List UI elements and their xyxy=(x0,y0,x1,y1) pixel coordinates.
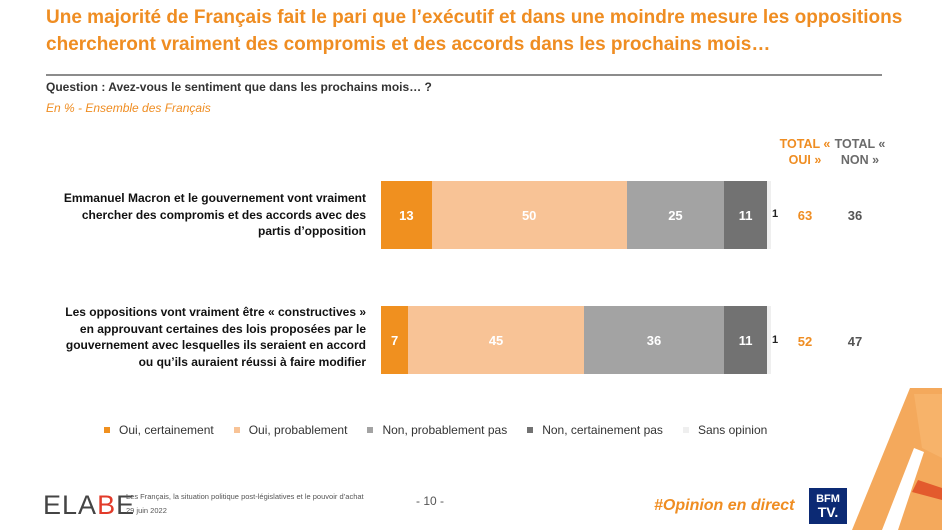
legend-swatch-oui-probablement xyxy=(233,427,240,433)
legend-label-oui-certainement: Oui, certainement xyxy=(119,423,214,437)
bfm-logo-line2: TV. xyxy=(817,504,839,520)
chart-title: Une majorité de Français fait le pari qu… xyxy=(46,7,903,55)
bar-segment-oui-certainement: 13 xyxy=(381,181,432,249)
legend-label-non-certainement-pas: Non, certainement pas xyxy=(542,423,663,437)
bar-row-2: 7 45 36 11 xyxy=(381,306,771,374)
legend-item-non-probablement-pas: Non, probablement pas xyxy=(367,423,507,437)
bar-segment-oui-probablement: 45 xyxy=(408,306,584,374)
elabe-logo: ELABE xyxy=(43,490,136,520)
legend-swatch-non-certainement-pas xyxy=(527,427,534,433)
elabe-a-decoration-icon xyxy=(852,388,942,530)
sans-opinion-value-1: 1 xyxy=(772,208,779,220)
bar-segment-non-probablement-pas: 25 xyxy=(626,181,725,249)
page-number: - 10 - xyxy=(416,494,445,508)
legend-swatch-sans-opinion xyxy=(682,427,689,433)
legend-swatch-non-probablement-pas xyxy=(367,427,374,433)
footer-source: Les Français, la situation politique pos… xyxy=(126,492,364,501)
bar-segment-sans-opinion xyxy=(767,181,771,249)
row-label-1: Emmanuel Macron et le gouvernement vont … xyxy=(63,191,366,238)
legend: Oui, certainement Oui, probablement Non, p… xyxy=(104,423,767,437)
row-label-2: Les oppositions vont vraiment être « con… xyxy=(65,305,366,369)
legend-label-oui-probablement: Oui, probablement xyxy=(248,423,348,437)
legend-swatch-oui-certainement xyxy=(104,427,110,433)
legend-label-non-probablement-pas: Non, probablement pas xyxy=(382,423,508,437)
total-oui-1: 63 xyxy=(797,208,813,223)
bar-segment-non-certainement-pas: 11 xyxy=(724,306,768,374)
sans-opinion-value-2: 1 xyxy=(772,334,779,346)
footer-date: 29 juin 2022 xyxy=(126,506,167,515)
legend-item-non-certainement-pas: Non, certainement pas xyxy=(527,423,663,437)
hashtag-opinion: #Opinion en direct xyxy=(654,497,795,514)
header-total-oui: TOTAL « OUI » xyxy=(779,137,831,167)
bar-segment-non-certainement-pas: 11 xyxy=(724,181,768,249)
unit-note: En % - Ensemble des Français xyxy=(46,101,211,115)
legend-item-oui-certainement: Oui, certainement xyxy=(104,423,214,437)
total-non-1: 36 xyxy=(847,208,863,223)
bar-segment-oui-certainement: 7 xyxy=(381,306,409,374)
bar-segment-sans-opinion xyxy=(767,306,771,374)
header-total-non: TOTAL « NON » xyxy=(834,137,886,167)
total-non-2: 47 xyxy=(847,334,863,349)
bfmtv-logo: BFM TV. xyxy=(809,488,847,524)
bfm-logo-line1: BFM xyxy=(816,493,840,505)
total-oui-2: 52 xyxy=(797,334,813,349)
title-divider xyxy=(46,74,882,76)
bar-row-1: 13 50 25 11 xyxy=(381,181,771,249)
legend-item-oui-probablement: Oui, probablement xyxy=(233,423,348,437)
legend-label-sans-opinion: Sans opinion xyxy=(697,423,768,437)
bar-segment-non-probablement-pas: 36 xyxy=(583,306,725,374)
bar-segment-oui-probablement: 50 xyxy=(431,181,627,249)
question-text: Question : Avez-vous le sentiment que da… xyxy=(46,80,432,94)
legend-item-sans-opinion: Sans opinion xyxy=(682,423,768,437)
